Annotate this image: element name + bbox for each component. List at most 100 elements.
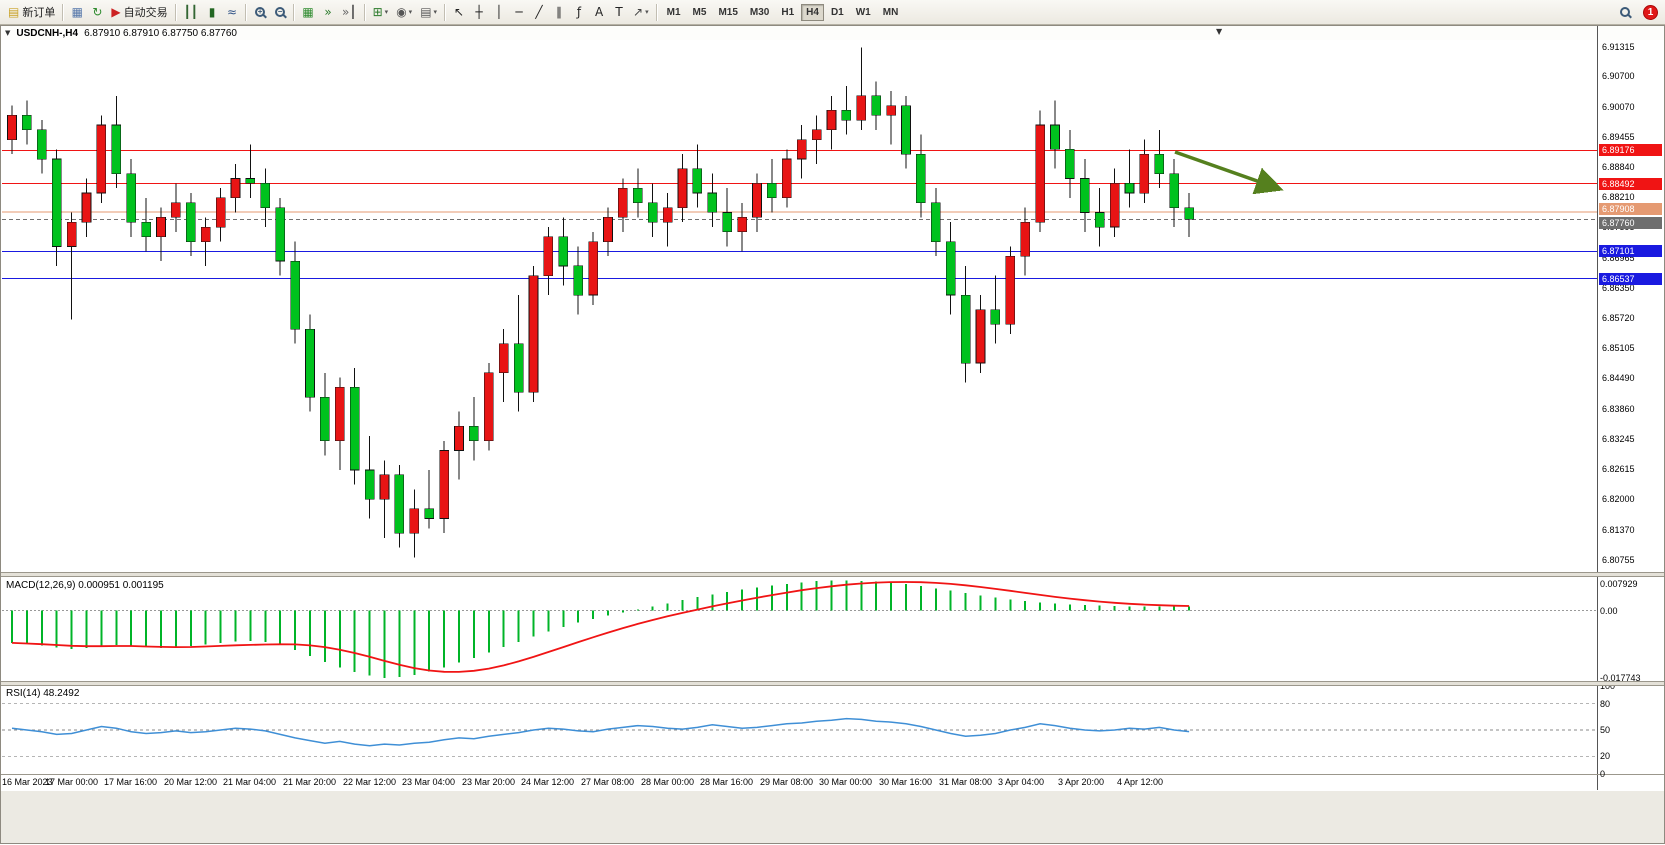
time-label: 28 Mar 00:00 [641,777,695,787]
rsi-line [11,717,1190,747]
arrows-icon[interactable]: ↗ ▾ [629,2,653,22]
price-tick-label: 6.82615 [1602,464,1635,474]
periods-icon: ◉ [396,5,407,19]
window-menu-icon[interactable]: ▼ [5,29,11,37]
horizontal-line-icon: ─ [515,5,523,19]
price-tick-label: 6.89455 [1602,132,1635,142]
vertical-line-icon: │ [495,5,503,19]
price-tick-label: 6.88840 [1602,162,1635,172]
macd-panel [2,580,1598,678]
timeframe-M15[interactable]: M15 [718,6,738,18]
time-label: 22 Mar 12:00 [343,777,397,787]
timeframe-M5[interactable]: M5 [692,6,707,18]
arrows-icon: ↗ [633,5,644,19]
main-toolbar: ▤ 新订单 ▦ ↻ ▶ 自动交易 ┃┃ ▮ ≈ + − ▦» »┃ ⊞ ▾ ◉ ▾ ▤ ▾ ↖ ┼ │ ─ ╱ ∥ ƒ A T ↗ ▾ M1… [0,0,1665,25]
charts-window-icon[interactable]: ▦ [67,2,87,22]
price-axis[interactable]: 6.91315 6.90700 6.90070 6.89455 6.88840 6.882… [1598,0,1665,845]
new-chart-icon[interactable]: ⊞ ▾ [369,2,393,22]
time-label: 31 Mar 08:00 [939,777,993,787]
horizontal-line-icon[interactable]: ─ [509,2,529,22]
timeframe-M1[interactable]: M1 [666,6,681,18]
price-tick-label: 6.84490 [1602,373,1635,383]
bars-chart-icon[interactable]: ┃┃ [180,2,202,22]
price-tick-label: 6.83860 [1602,404,1635,414]
chart-shift-marker[interactable]: ▼ [1216,27,1223,36]
price-tag[interactable]: 6.87908 [1599,203,1662,215]
time-label: 27 Mar 08:00 [581,777,635,787]
time-label: 30 Mar 16:00 [879,777,933,787]
line-chart-icon: ≈ [227,5,238,19]
fibonacci-icon[interactable]: ƒ [569,2,589,22]
trend-arrow[interactable] [1174,150,1284,195]
chart-shift-icon: »┃ [342,5,357,19]
time-label: 17 Mar 16:00 [104,777,158,787]
time-label: 21 Mar 20:00 [283,777,337,787]
price-tick-label: 6.86350 [1602,283,1635,293]
toolbar-separator [363,3,366,21]
chart-shift-icon[interactable]: »┃ [338,2,361,22]
zoom-in-icon[interactable]: + [250,2,270,22]
vertical-line-icon[interactable]: │ [489,2,509,22]
timeframe-H1[interactable]: H1 [781,6,795,18]
price-tag[interactable]: 6.86537 [1599,273,1662,285]
time-label: 23 Mar 20:00 [462,777,516,787]
toolbar-separator [655,3,658,21]
panel-separator[interactable] [1,681,1664,686]
time-axis-separator [1,774,1664,775]
auto-scroll-icon[interactable]: » [318,2,338,22]
templates-icon[interactable]: ▤ ▾ [416,2,441,22]
panel-separator[interactable] [1,572,1664,577]
periods-icon[interactable]: ◉ ▾ [392,2,416,22]
main-chart [2,47,1598,558]
price-tag[interactable]: 6.88492 [1599,178,1662,190]
time-label: 16 Mar 2023 [2,777,53,787]
new-order-button[interactable]: ▤ 新订单 [4,2,59,22]
window-bottom [1,791,1664,844]
cursor-icon[interactable]: ↖ [449,2,469,22]
notification-badge[interactable]: 1 [1643,4,1658,20]
autotrading-button[interactable]: ▶ 自动交易 [107,2,171,22]
timeframe-MN[interactable]: MN [882,6,899,18]
cursor-icon: ↖ [454,5,465,19]
macd-label: MACD(12,26,9) 0.000951 0.001195 [6,580,164,591]
line-chart-icon[interactable]: ≈ [222,2,242,22]
price-tick-label: 6.90070 [1602,102,1635,112]
time-axis[interactable]: 16 Mar 2023 17 Mar 00:00 17 Mar 16:00 20 Ma… [2,775,1596,790]
time-label: 28 Mar 16:00 [700,777,754,787]
timeframe-M30[interactable]: M30 [749,6,770,18]
crosshair-icon[interactable]: ┼ [469,2,489,22]
zoom-out-icon: − [275,7,286,17]
time-label: 21 Mar 04:00 [223,777,277,787]
macd-histogram [11,580,1191,678]
price-tick-label: 6.81370 [1602,525,1635,535]
trendline-icon[interactable]: ╱ [529,2,549,22]
timeframe-D1[interactable]: D1 [830,6,844,18]
search-button[interactable] [1615,2,1635,22]
tile-windows-icon[interactable]: ▦ [298,2,318,22]
label-icon[interactable]: T [609,2,629,22]
macd-signal-line [11,581,1190,673]
time-label: 24 Mar 12:00 [521,777,575,787]
time-label: 30 Mar 00:00 [819,777,873,787]
timeframe-W1[interactable]: W1 [855,6,871,18]
candlestick-chart-icon[interactable]: ▮ [202,2,222,22]
new-order-button-label: 新订单 [22,7,56,19]
rsi-panel [2,703,1598,757]
price-tag[interactable]: 6.87101 [1599,245,1662,257]
tile-windows-icon: ▦ [302,5,314,19]
zoom-out-icon[interactable]: − [270,2,290,22]
channel-icon[interactable]: ∥ [549,2,569,22]
price-tick-label: 6.82000 [1602,494,1635,504]
templates-icon: ▤ [420,5,432,19]
timeframe-H4[interactable]: H4 [801,3,824,21]
bid-price-tag[interactable]: 6.87760 [1599,217,1662,229]
price-tick-label: 6.86965 [1602,253,1635,263]
ohlc-quotes: 6.87910 6.87910 6.87750 6.87760 [84,27,237,39]
indicator-tick-label: -0.017743 [1600,673,1641,683]
refresh-icon[interactable]: ↻ [87,2,107,22]
text-icon[interactable]: A [589,2,609,22]
autotrading-button-icon: ▶ [111,5,121,19]
rsi-tick-label: 20 [1600,751,1611,761]
price-tag[interactable]: 6.89176 [1599,144,1662,156]
